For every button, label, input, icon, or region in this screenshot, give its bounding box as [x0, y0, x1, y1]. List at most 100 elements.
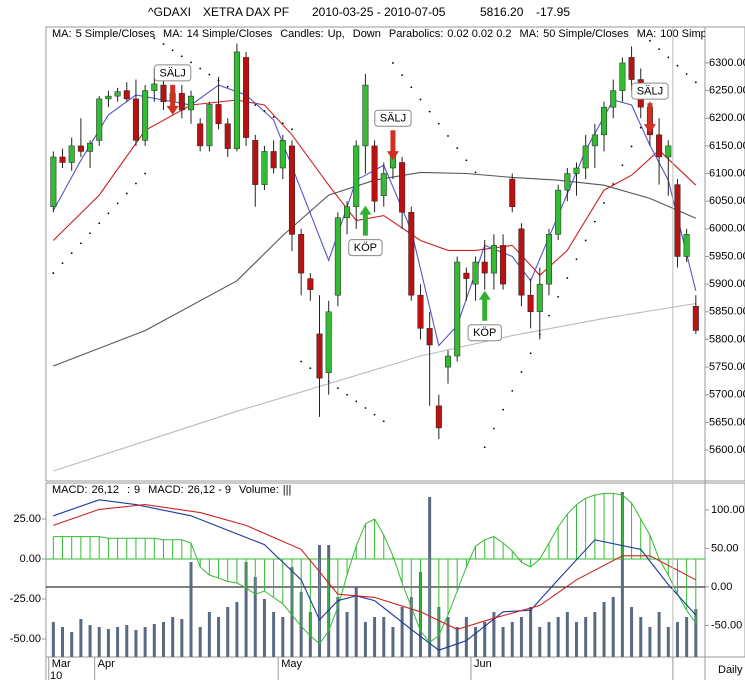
candle-body	[509, 178, 516, 207]
y-tick-label: 6250.00	[709, 84, 745, 96]
sar-dot	[144, 172, 147, 175]
candle-body	[435, 405, 442, 429]
candle-body	[178, 93, 185, 111]
y-tick-label: 6200.00	[709, 112, 745, 124]
candle-body	[362, 84, 369, 147]
sar-dot	[79, 242, 82, 245]
volume-bar	[198, 627, 202, 657]
sar-dot	[419, 98, 422, 101]
macd-y2-tick-label: 50.00	[711, 542, 739, 554]
sar-dot	[584, 239, 587, 242]
candle-body	[619, 62, 626, 91]
macd-plot	[46, 492, 705, 657]
axes: 5600.00 5650.00 5700.00 5750.00 5800.00 5850.…	[10, 27, 745, 682]
volume-bar	[593, 612, 597, 657]
sar-dot	[226, 85, 229, 88]
volume-bar	[134, 630, 138, 657]
candle-body	[50, 156, 57, 207]
sar-dot	[61, 262, 64, 265]
legend-item: MA:	[637, 28, 657, 40]
volume-bar	[262, 599, 266, 657]
candle-body	[334, 217, 341, 296]
signal-label-box	[631, 82, 669, 100]
candle-body	[463, 272, 470, 279]
sar-dot	[639, 126, 642, 129]
candle-body	[298, 234, 305, 274]
sar-dot	[346, 393, 348, 396]
candle-body	[68, 145, 75, 163]
sar-dot	[428, 110, 431, 113]
candle-body	[536, 283, 543, 313]
y-tick-label: 5900.00	[709, 278, 745, 290]
sar-dot	[89, 232, 91, 235]
volume-bar	[189, 562, 193, 657]
candle-body	[582, 145, 589, 169]
macd-y2-tick-label: 100.00	[711, 504, 745, 516]
volume-bar	[116, 627, 120, 657]
legend-item: Candles:	[280, 28, 323, 40]
volume-bar	[373, 617, 377, 657]
candle-body	[656, 134, 663, 158]
moving-average-line	[53, 302, 696, 472]
volume-bar	[253, 577, 257, 657]
volume-bar	[143, 627, 147, 657]
candle-body	[591, 134, 598, 147]
candle-body	[261, 151, 268, 185]
sar-dot	[437, 122, 440, 125]
sar-dot	[676, 64, 679, 67]
legend-item: 5 Simple/Closes	[76, 28, 156, 40]
volume-bar	[620, 492, 624, 657]
sar-dot	[483, 446, 486, 449]
x-tick-label: Jun	[474, 658, 492, 670]
candle-body	[692, 306, 699, 331]
sar-dot	[630, 145, 633, 148]
volume-bar	[602, 602, 606, 657]
volume-bar	[492, 612, 496, 657]
y-tick-label: 6100.00	[709, 167, 745, 179]
sar-dot	[447, 135, 449, 137]
volume-bar	[79, 619, 83, 657]
candle-body	[610, 90, 617, 108]
volume-bar	[171, 617, 175, 657]
sar-dot	[566, 277, 569, 279]
macd-y-tick-label: -50.00	[10, 633, 41, 645]
signal-label-box	[348, 239, 383, 257]
candle-body	[683, 234, 690, 257]
volume-bar	[207, 612, 211, 657]
sar-dot	[70, 252, 73, 255]
legend-item: Volume:	[239, 484, 279, 496]
y-tick-label: 5650.00	[709, 416, 745, 428]
last-price: 5816.20	[480, 5, 524, 19]
legend-item: 14 Simple/Closes	[187, 28, 273, 40]
candle-body	[445, 355, 452, 368]
volume-bar	[630, 607, 634, 657]
sar-dot	[291, 128, 293, 131]
volume-bar	[61, 627, 65, 657]
candle-body	[674, 184, 681, 257]
volume-bar	[565, 612, 569, 657]
volume-bar	[611, 597, 615, 657]
sar-dot	[162, 43, 165, 46]
sar-dot	[107, 212, 110, 215]
volume-bar	[272, 612, 276, 657]
volume-bar	[483, 622, 487, 657]
candle-body	[371, 145, 378, 202]
macd-y2-tick-label: 0.00	[711, 581, 732, 593]
volume-bar	[391, 627, 395, 657]
volume-bar	[409, 597, 413, 657]
candle-body	[325, 311, 332, 373]
volume-bar	[657, 612, 661, 657]
candle-body	[160, 84, 167, 102]
candle-body	[288, 145, 295, 235]
y-tick-label: 6050.00	[709, 195, 745, 207]
sar-dot	[263, 110, 266, 112]
volume-bar	[556, 617, 560, 657]
sar-dot	[658, 48, 661, 51]
volume-bar	[575, 622, 579, 657]
sar-dot	[272, 116, 275, 119]
candle-body	[518, 228, 525, 296]
candle-body	[279, 140, 286, 169]
volume-bar	[152, 624, 156, 657]
sar-dot	[355, 400, 358, 403]
